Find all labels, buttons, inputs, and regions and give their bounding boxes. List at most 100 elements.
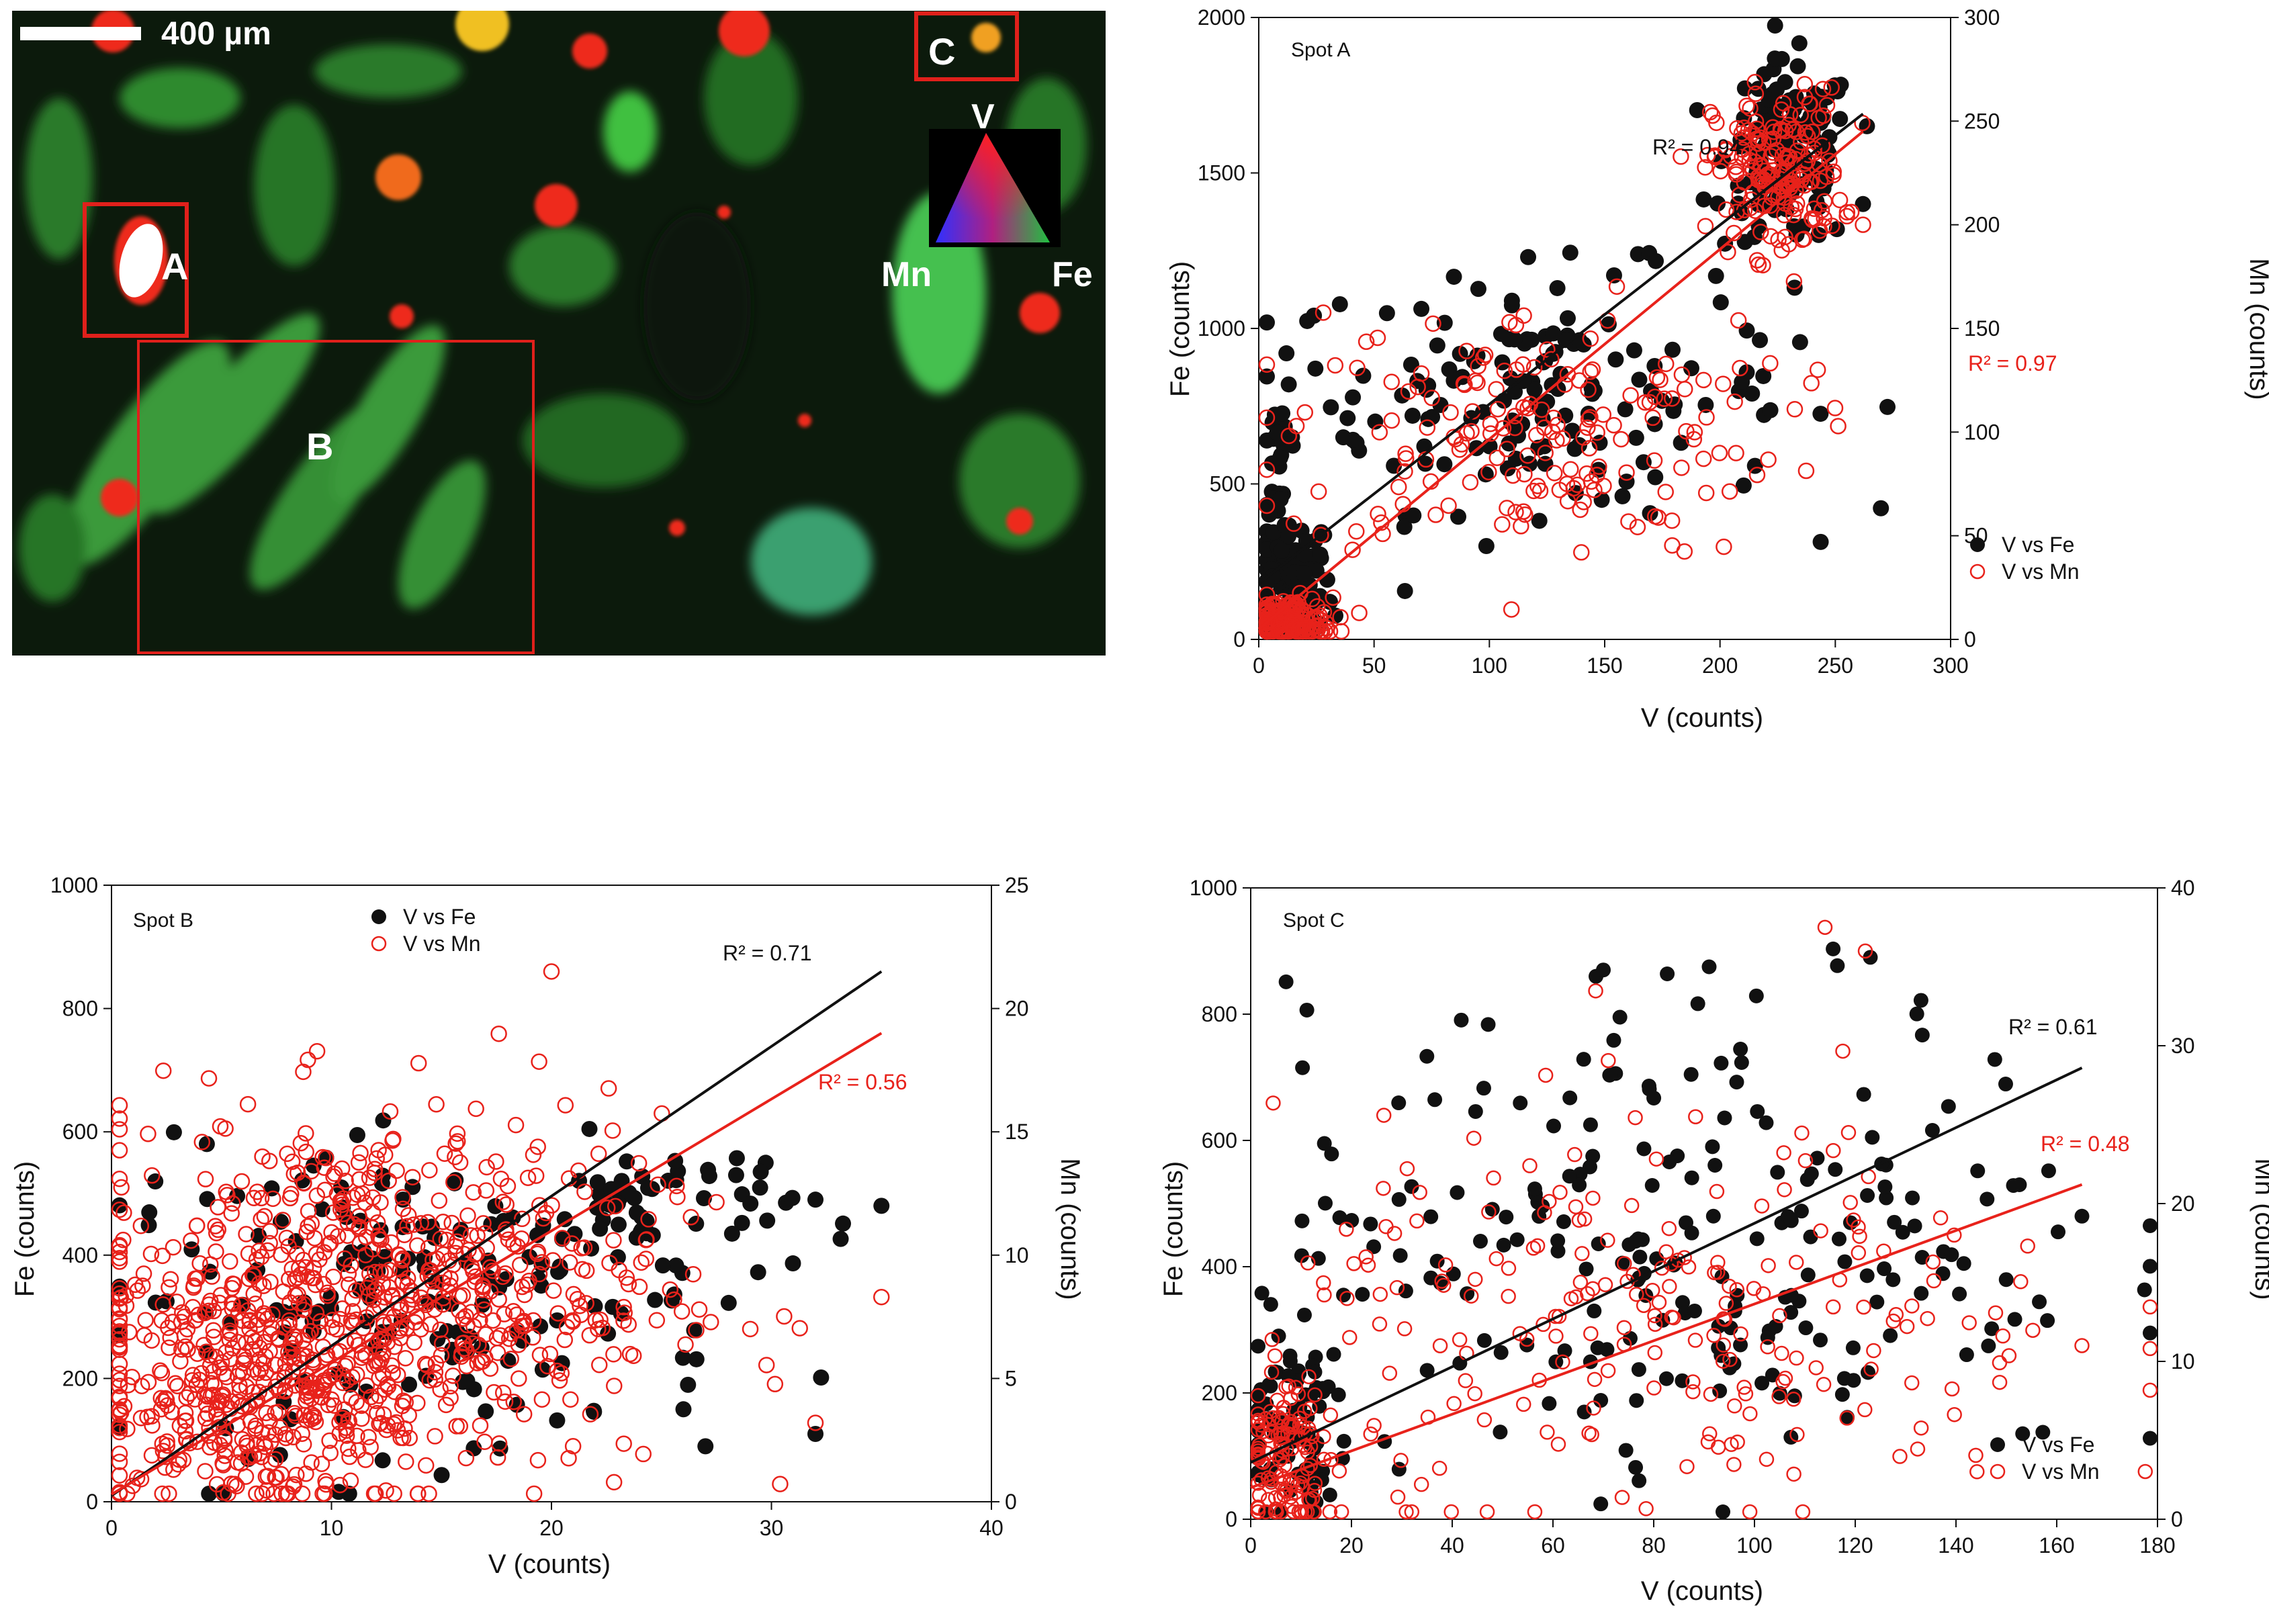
mn-data-point — [1857, 1402, 1873, 1418]
mn-data-point — [510, 1370, 527, 1387]
fe-data-point — [1323, 399, 1339, 416]
mn-data-point — [1552, 1185, 1568, 1200]
fe-data-point — [141, 1204, 158, 1221]
mn-data-point — [445, 1257, 461, 1273]
fe-data-point — [1322, 1487, 1337, 1502]
mn-data-point — [1646, 388, 1664, 406]
mn-data-point — [1322, 1504, 1338, 1520]
mn-data-point — [472, 1417, 489, 1434]
mn-data-point — [1773, 101, 1790, 118]
mn-data-point — [758, 1357, 775, 1373]
mn-data-point — [533, 1391, 551, 1408]
mn-data-point — [1789, 1427, 1805, 1443]
mn-data-point — [341, 1448, 358, 1465]
fe-data-point — [1263, 1297, 1278, 1312]
mn-data-point — [111, 1406, 128, 1423]
mn-data-point — [494, 1193, 511, 1210]
mn-data-point — [1419, 419, 1436, 436]
fe-data-point — [2041, 1163, 2056, 1179]
mn-data-point — [218, 1344, 234, 1361]
mn-data-point — [1842, 204, 1860, 220]
mn-data-point — [1648, 1151, 1664, 1167]
mn-data-point — [261, 1153, 278, 1169]
fe-data-point — [832, 1230, 849, 1247]
x-tick-label: 150 — [1587, 653, 1622, 678]
spot-c-box[interactable] — [914, 11, 1019, 81]
mn-data-point — [1773, 242, 1790, 259]
mn-data-point — [607, 1198, 624, 1215]
mn-data-point — [334, 1374, 351, 1392]
mn-data-point — [1342, 1330, 1358, 1345]
mn-data-point — [666, 1291, 682, 1308]
mn-data-point — [1259, 1445, 1276, 1461]
fe-data-point — [1793, 1204, 1809, 1219]
mn-data-point — [246, 1447, 263, 1464]
mn-data-point — [1317, 1287, 1332, 1303]
mn-data-point — [873, 1288, 890, 1306]
mn-data-point — [111, 1371, 128, 1389]
mn-data-point — [1270, 1392, 1285, 1408]
spot-b-box[interactable] — [137, 340, 535, 654]
fe-data-point — [465, 1440, 482, 1457]
mn-data-point — [340, 1412, 357, 1429]
mn-data-point — [1679, 1459, 1695, 1474]
fe-data-point — [1842, 1215, 1858, 1230]
mn-data-point — [1664, 1309, 1680, 1325]
mn-data-point — [259, 1242, 276, 1259]
fe-data-point — [1331, 296, 1348, 312]
mn-data-point — [1809, 361, 1826, 378]
mn-data-point — [1413, 1476, 1429, 1492]
fe-data-point — [1296, 565, 1313, 582]
mn-data-point — [1851, 1245, 1867, 1261]
fe-data-point — [1662, 1154, 1677, 1169]
scale-bar — [20, 27, 141, 40]
legend-mn-marker — [1990, 1463, 2006, 1480]
fe-data-point — [1658, 1371, 1674, 1386]
fe-data-point — [1419, 1363, 1435, 1378]
mn-data-point — [529, 1138, 546, 1155]
mn-data-point — [1425, 315, 1441, 332]
mn-data-point — [1344, 541, 1361, 558]
mn-data-point — [635, 1445, 652, 1463]
mn-data-point — [1608, 278, 1626, 296]
mn-data-point — [1789, 142, 1806, 159]
mn-data-point — [1823, 79, 1840, 96]
mn-data-point — [338, 1427, 355, 1444]
fe-data-point — [1404, 407, 1421, 424]
fe-data-point — [1729, 1075, 1744, 1090]
mn-data-point — [1370, 505, 1386, 523]
mn-data-point — [1726, 1457, 1742, 1472]
fe-data-point — [2035, 1425, 2051, 1440]
mn-data-point — [111, 1253, 128, 1270]
mn-data-point — [516, 1286, 533, 1304]
spot-a-box[interactable] — [83, 202, 189, 338]
mn-data-point — [1580, 381, 1597, 398]
fe-data-point — [1562, 244, 1578, 261]
mn-data-point — [1258, 604, 1276, 621]
mn-data-point — [382, 1103, 399, 1120]
x-tick-label: 20 — [1339, 1533, 1364, 1558]
mn-data-point — [367, 1485, 384, 1502]
mn-data-point — [1507, 504, 1524, 521]
mn-data-point — [1601, 1052, 1616, 1069]
mn-data-point — [373, 1231, 390, 1249]
fe-data-point — [1641, 1078, 1656, 1093]
mn-data-point — [1961, 1315, 1977, 1330]
mn-data-point — [1842, 1195, 1858, 1210]
mn-data-point — [295, 1174, 312, 1191]
mn-data-point — [1505, 467, 1521, 484]
mn-data-point — [314, 1485, 331, 1502]
mn-data-point — [604, 1122, 621, 1139]
mn-data-point — [1372, 1316, 1388, 1332]
mn-data-point — [283, 1153, 301, 1171]
x-tick-label: 10 — [320, 1516, 344, 1540]
mn-data-point — [388, 1414, 405, 1431]
mn-data-point — [259, 1468, 277, 1485]
mn-data-point — [1307, 1387, 1323, 1403]
mn-data-point — [669, 1189, 686, 1206]
mn-data-point — [256, 1307, 273, 1324]
mn-data-point — [449, 1125, 466, 1142]
fe-data-point — [1762, 402, 1779, 418]
mn-data-point — [1267, 1348, 1283, 1363]
mn-data-point — [1636, 394, 1654, 411]
